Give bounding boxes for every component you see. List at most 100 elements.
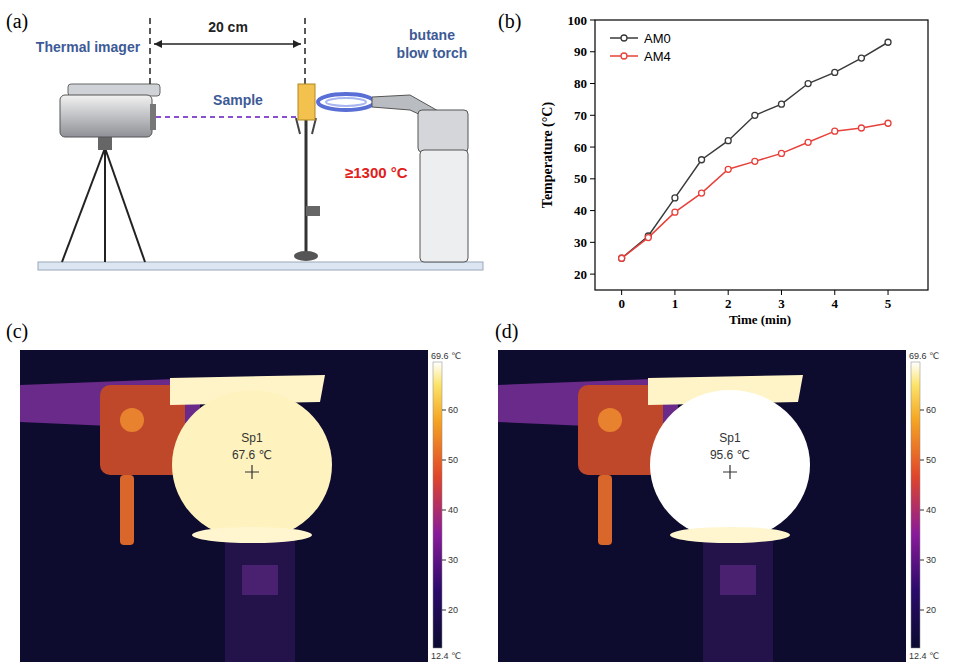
y-tick-label: 80 [574, 76, 587, 91]
y-tick [590, 115, 595, 116]
panel-letter: (d) [495, 320, 518, 343]
colorbar-tick [442, 510, 446, 511]
marker [778, 150, 784, 156]
colorbar-tick-label: 20 [926, 605, 936, 615]
marker [858, 55, 864, 61]
image-background [20, 350, 470, 662]
colorbar-tick-label: 30 [926, 555, 936, 565]
marker [858, 125, 864, 131]
tripod-leg [105, 148, 145, 262]
x-tick-label: 1 [672, 296, 679, 311]
colorbar-tick [920, 410, 924, 411]
marker [832, 69, 838, 75]
distance-arrow [154, 43, 301, 45]
legend-label: AM4 [644, 49, 671, 64]
panel-letter: (b) [498, 10, 521, 33]
marker [885, 120, 891, 126]
clamp-rod [120, 475, 134, 545]
guide-line [304, 18, 306, 88]
spot-name: Sp1 [241, 431, 263, 445]
y-tick [590, 210, 595, 211]
colorbar-tick-label: 40 [448, 505, 458, 515]
sample-base [192, 527, 312, 543]
guide-line [149, 18, 151, 84]
clamp-screw [120, 408, 144, 432]
x-tick [834, 290, 835, 295]
clamp-rod [598, 475, 612, 545]
figure: (a)(b)(c)(d)20 cmThermal imagerSample≥13… [0, 0, 955, 666]
y-tick [590, 83, 595, 84]
marker [699, 190, 705, 196]
colorbar-tick [442, 610, 446, 611]
colorbar-tick-label: 20 [448, 605, 458, 615]
panel-letter: (a) [6, 10, 28, 33]
x-tick-label: 3 [778, 296, 785, 311]
thermal-image: Sp167.6 ℃203040506069.6 ℃12.4 ℃ [20, 350, 470, 662]
sample-base [670, 527, 790, 543]
bench [38, 262, 483, 270]
legend-label: AM0 [644, 31, 671, 46]
y-tick [590, 20, 595, 21]
marker [885, 39, 891, 45]
marker [725, 166, 731, 172]
flame-temperature: ≥1300 °C [345, 164, 408, 181]
colorbar [911, 362, 920, 648]
colorbar-tick [920, 560, 924, 561]
marker [672, 209, 678, 215]
y-tick [590, 274, 595, 275]
torch-head [418, 110, 468, 152]
marker [725, 138, 731, 144]
y-tick [590, 178, 595, 179]
imager-label: Thermal imager [36, 39, 141, 55]
x-tick [781, 290, 782, 295]
colorbar-tick-label: 50 [448, 455, 458, 465]
colorbar-tick [920, 510, 924, 511]
x-tick [674, 290, 675, 295]
colorbar-tick-label: 40 [926, 505, 936, 515]
x-tick [888, 290, 889, 295]
y-tick-label: 30 [574, 235, 587, 250]
series-line [622, 42, 888, 258]
y-axis-title: Temperature (°C) [540, 102, 556, 209]
marker [672, 195, 678, 201]
y-tick-label: 50 [574, 171, 587, 186]
marker [699, 157, 705, 163]
series-group [619, 39, 891, 261]
colorbar-panel [906, 350, 948, 662]
stand-part [720, 565, 756, 595]
spot-value: 95.6 ℃ [710, 448, 750, 462]
x-tick [621, 290, 622, 295]
torch-label: blow torch [397, 45, 468, 61]
y-tick-label: 70 [574, 108, 587, 123]
colorbar-tick [920, 610, 924, 611]
x-tick-label: 0 [618, 296, 625, 311]
spot-name: Sp1 [719, 431, 741, 445]
colorbar-panel [428, 350, 470, 662]
colorbar-max: 69.6 ℃ [909, 351, 939, 361]
y-tick-label: 20 [574, 267, 587, 282]
thermal-image: Sp195.6 ℃203040506069.6 ℃12.4 ℃ [498, 350, 948, 662]
stand [225, 530, 295, 662]
x-tick-label: 4 [832, 296, 839, 311]
spot-value: 67.6 ℃ [232, 448, 272, 462]
y-tick-label: 90 [574, 44, 587, 59]
stand-pole [305, 120, 308, 252]
tripod-leg [62, 148, 105, 262]
arrow-head [154, 40, 301, 48]
marker [832, 128, 838, 134]
y-tick [590, 147, 595, 148]
colorbar [433, 362, 442, 648]
marker [645, 235, 651, 241]
y-tick-label: 100 [568, 13, 588, 28]
colorbar-min: 12.4 ℃ [431, 651, 461, 661]
legend-marker [621, 35, 627, 41]
y-tick-label: 40 [574, 203, 587, 218]
distance-label: 20 cm [208, 19, 248, 35]
crosshair [245, 465, 259, 479]
marker [805, 81, 811, 87]
line-chart: 2030405060708090100012345Time (min)Tempe… [540, 13, 928, 328]
sample-label: Sample [213, 92, 263, 108]
gas-canister [420, 150, 468, 262]
marker [619, 255, 625, 261]
y-tick-label: 60 [574, 140, 587, 155]
